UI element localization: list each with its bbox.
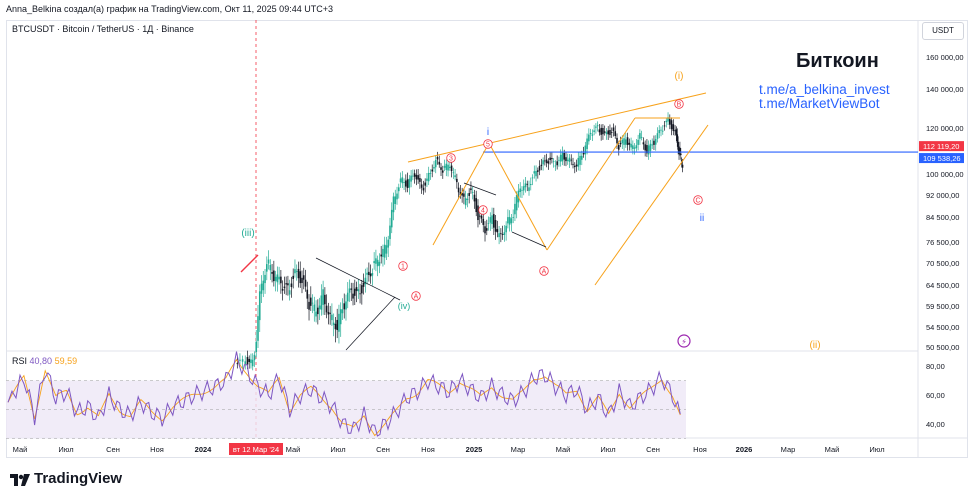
tradingview-brand[interactable]: TradingView <box>34 470 123 487</box>
telegram-link-1[interactable]: t.me/a_belkina_invest <box>759 82 890 97</box>
currency-badge[interactable]: USDT <box>922 22 964 40</box>
tradingview-logo-icon <box>10 474 30 486</box>
rsi-value-1: 40,80 <box>29 356 53 366</box>
chart-frame <box>6 20 968 458</box>
rsi-name: RSI <box>12 356 28 366</box>
rsi-legend[interactable]: RSI 40,80 59,59 <box>12 356 77 366</box>
rsi-value-2: 59,59 <box>54 356 78 366</box>
overlay-title: Биткоин <box>796 50 879 72</box>
symbol-title[interactable]: BTCUSDT · Bitcoin / TetherUS · 1Д · Bina… <box>12 24 194 34</box>
attribution-header: Anna_Belkina создал(а) график на Trading… <box>6 4 333 14</box>
telegram-link-2[interactable]: t.me/MarketViewBot <box>759 96 880 111</box>
